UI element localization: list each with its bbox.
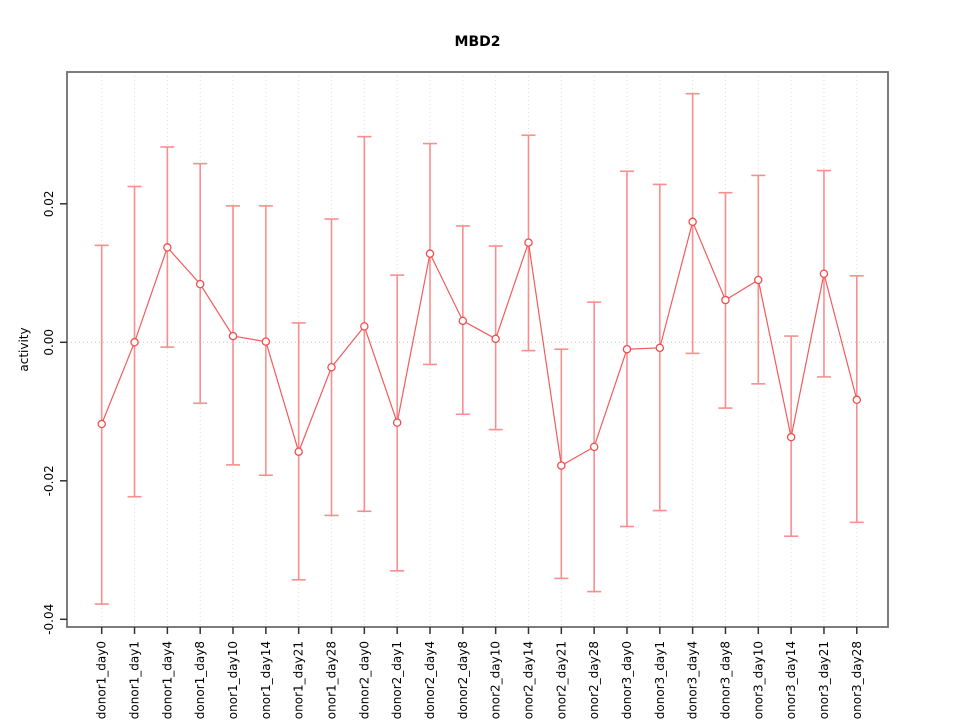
chart-title: MBD2 bbox=[455, 34, 501, 50]
x-tick-label: donor2_day21 bbox=[554, 641, 568, 720]
x-tick-label: donor1_day4 bbox=[160, 641, 174, 719]
data-point-marker bbox=[557, 461, 566, 470]
data-point-marker bbox=[754, 275, 763, 285]
data-point-marker bbox=[589, 442, 599, 452]
x-axis: donor1_day0 donor1_day1 donor1_day4 donor1_… bbox=[95, 627, 864, 720]
data-point-marker bbox=[195, 279, 205, 289]
x-tick-label: donor2_day1 bbox=[390, 641, 404, 719]
x-tick-label: donor3_day8 bbox=[718, 641, 732, 719]
data-point-marker bbox=[721, 295, 730, 305]
x-tick-label: donor1_day8 bbox=[193, 641, 207, 719]
data-point-marker bbox=[786, 432, 796, 442]
data-point-marker bbox=[524, 238, 533, 247]
y-axis-title: activity bbox=[17, 327, 31, 371]
data-point-marker bbox=[327, 362, 336, 372]
x-tick-label: donor3_day28 bbox=[850, 641, 864, 720]
data-point-marker bbox=[819, 269, 829, 278]
data-point-marker bbox=[360, 322, 369, 331]
y-tick-label: 0.00 bbox=[42, 329, 56, 356]
x-tick-label: donor3_day21 bbox=[817, 641, 831, 720]
x-tick-label: donor3_day14 bbox=[784, 641, 798, 720]
x-tick-label: donor2_day28 bbox=[587, 641, 601, 720]
data-point-marker bbox=[294, 447, 303, 456]
x-tick-label: donor1_day21 bbox=[292, 641, 306, 720]
data-point-marker bbox=[163, 243, 172, 252]
y-tick-label: 0.02 bbox=[42, 190, 56, 217]
x-tick-label: donor2_day0 bbox=[357, 641, 371, 719]
data-point-marker bbox=[97, 419, 106, 429]
data-point-marker bbox=[392, 418, 402, 427]
x-tick-label: donor3_day0 bbox=[620, 641, 634, 719]
data-point-marker bbox=[130, 338, 139, 347]
x-tick-label: donor2_day8 bbox=[456, 641, 470, 719]
y-tick-label: -0.04 bbox=[42, 604, 56, 635]
data-point-markers bbox=[97, 217, 862, 470]
x-tick-label: donor2_day14 bbox=[521, 641, 535, 720]
data-point-marker bbox=[458, 316, 468, 326]
data-point-marker bbox=[655, 343, 665, 353]
data-point-marker bbox=[228, 331, 238, 341]
y-axis: 0.02 0.00 -0.02 -0.04 bbox=[42, 190, 67, 635]
x-tick-label: donor3_day10 bbox=[751, 641, 765, 720]
x-tick-label: donor2_day4 bbox=[423, 641, 437, 719]
x-tick-label: donor3_day1 bbox=[653, 641, 667, 719]
x-tick-label: donor2_day10 bbox=[489, 641, 503, 720]
data-point-marker bbox=[425, 249, 435, 258]
plot-frame bbox=[66, 71, 889, 628]
x-tick-label: donor3_day4 bbox=[686, 641, 700, 719]
data-point-marker bbox=[852, 395, 862, 405]
x-tick-label: donor1_day10 bbox=[226, 641, 240, 720]
data-point-marker bbox=[688, 217, 697, 227]
x-tick-label: donor1_day0 bbox=[95, 641, 109, 719]
x-tick-label: donor1_day28 bbox=[325, 641, 339, 720]
y-tick-label: -0.02 bbox=[42, 465, 56, 496]
series-line bbox=[101, 219, 858, 467]
data-point-marker bbox=[261, 337, 271, 346]
x-tick-label: donor1_day14 bbox=[259, 641, 273, 720]
data-point-marker bbox=[622, 344, 632, 354]
data-point-marker bbox=[491, 334, 500, 344]
x-tick-label: donor1_day1 bbox=[128, 641, 142, 719]
